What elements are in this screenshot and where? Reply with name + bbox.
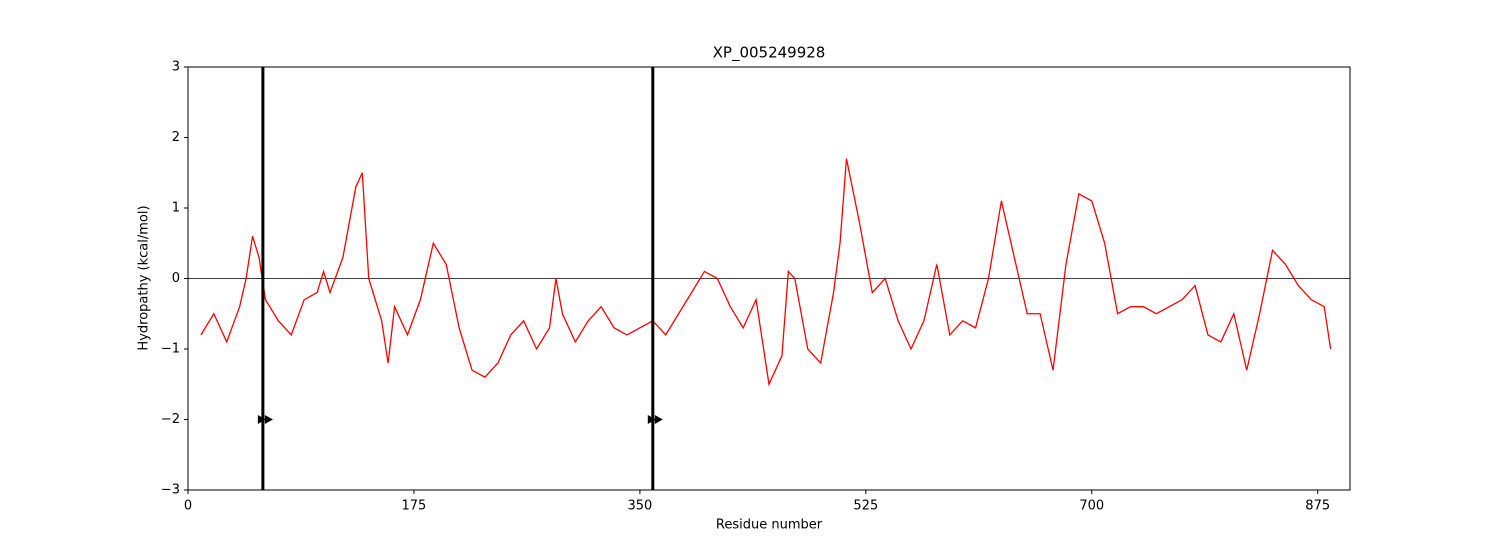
y-tick-label: −3 bbox=[161, 483, 180, 498]
marker bbox=[264, 415, 273, 424]
x-tick-label: 875 bbox=[1305, 499, 1330, 514]
y-tick-label: 3 bbox=[172, 60, 180, 75]
y-tick-label: −2 bbox=[161, 412, 180, 427]
y-tick-label: 0 bbox=[172, 271, 180, 286]
marker bbox=[654, 415, 663, 424]
hydropathy-line bbox=[200, 158, 1332, 387]
x-tick-label: 0 bbox=[184, 499, 192, 514]
y-tick-label: 2 bbox=[172, 130, 180, 145]
x-tick-label: 350 bbox=[627, 499, 652, 514]
y-tick-label: 1 bbox=[172, 201, 180, 216]
marker bbox=[257, 415, 266, 424]
x-axis-label: Residue number bbox=[716, 518, 823, 533]
marker bbox=[647, 415, 656, 424]
y-tick-label: −1 bbox=[161, 342, 180, 357]
x-tick-label: 525 bbox=[853, 499, 878, 514]
chart-title: XP_005249928 bbox=[713, 44, 826, 63]
plot-frame bbox=[187, 66, 1351, 491]
x-tick-label: 700 bbox=[1079, 499, 1104, 514]
x-tick-label: 175 bbox=[402, 499, 427, 514]
y-axis-label: Hydropathy (kcal/mol) bbox=[137, 205, 152, 350]
